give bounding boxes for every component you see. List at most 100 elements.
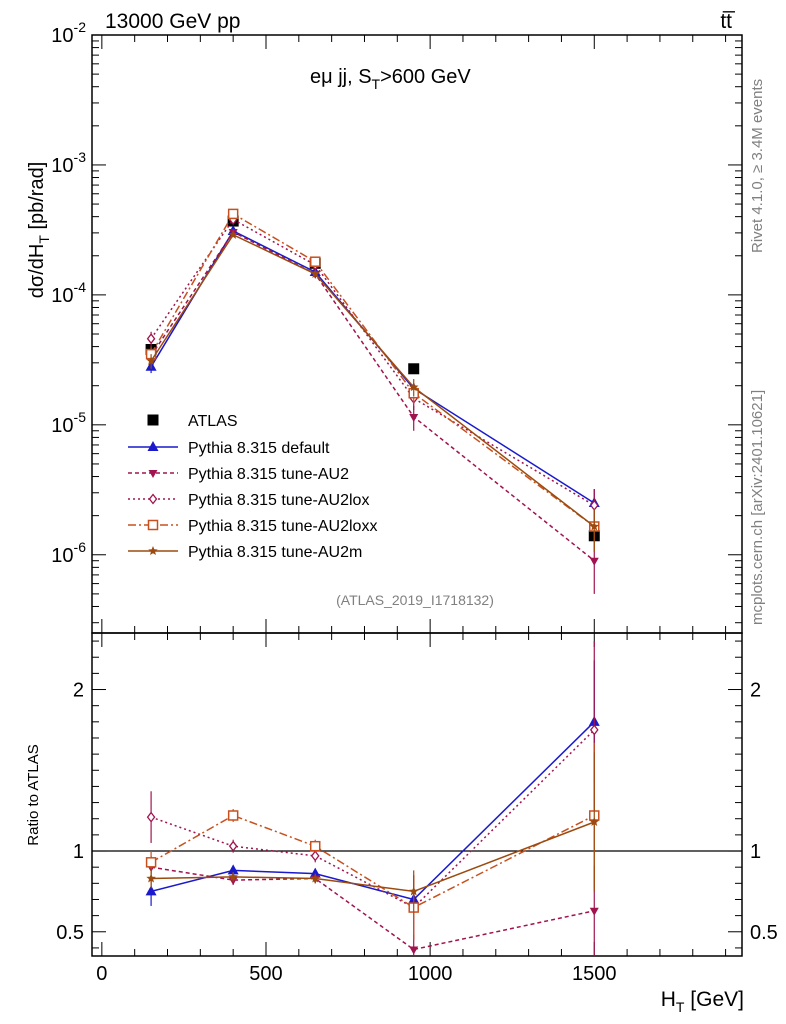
legend-marker-AU2loxx: [147, 519, 159, 531]
legend-label-au2: Pythia 8.315 tune-AU2: [188, 466, 349, 483]
legend-label-default: Pythia 8.315 default: [188, 440, 330, 457]
legend-label-atlas: ATLAS: [188, 413, 238, 430]
ratio-y-tick-label-right: 0.5: [750, 922, 778, 944]
main-point-AU2m: [228, 229, 238, 239]
x-tick-label: 1000: [408, 963, 453, 985]
title-rest: >600 GeV: [380, 66, 471, 88]
xlabel-main: H: [661, 988, 676, 1011]
main-point-AU2loxx-shape: [227, 208, 239, 220]
legend-swatch-au2: [128, 470, 178, 478]
ratio-point-AU2lox: [310, 850, 320, 862]
main-point-AU2m: [146, 355, 156, 366]
ratio-series-AU2m: [146, 752, 600, 913]
main-point-AU2m: [589, 521, 600, 531]
legend-entry: Pythia 8.315 default: [128, 440, 330, 457]
main-line-AU2: [150, 231, 595, 562]
ratio-series-group: [145, 641, 600, 956]
legend-marker-AU2-shape: [148, 470, 158, 478]
main-y-tick-label: 10-2: [51, 19, 86, 47]
ratio-series-AU2loxx: [145, 742, 600, 940]
ratio-point-AU2m-shape: [310, 873, 320, 883]
ratio-point-AU2loxx-shape: [227, 810, 239, 821]
main-point-AU2loxx: [227, 208, 239, 220]
main-point-AU2m-shape: [310, 268, 320, 278]
legend-label-au2lox: Pythia 8.315 tune-AU2lox: [188, 492, 369, 509]
ratio-point-AU2lox-shape: [310, 850, 320, 862]
ratio-point-AU2lox: [228, 840, 238, 852]
ratio-line-AU2: [150, 866, 595, 951]
ratio-point-AU2loxx: [309, 840, 321, 852]
main-point-ATLAS-shape: [408, 363, 420, 375]
ratio-point-default: [227, 864, 239, 875]
main-y-axis-label: dσ/dHT [pb/rad]: [26, 162, 52, 299]
ratio-point-AU2m: [146, 873, 156, 883]
ratio-line-AU2loxx: [150, 814, 595, 909]
main-panel: 10-210-310-410-510-6 eμ jj, ST>600 GeV d…: [26, 19, 743, 634]
ratio-point-AU2loxx-shape: [145, 857, 157, 868]
ylabel-rest: [pb/rad]: [26, 162, 48, 235]
main-axis-ticks: [92, 34, 742, 633]
legend: ATLAS Pythia 8.315 default Pythia 8.315 …: [128, 413, 377, 561]
ratio-y-tick-label-right: 1: [750, 841, 761, 863]
main-point-AU2m-shape: [408, 382, 419, 392]
legend-marker-default: [147, 441, 159, 451]
ratio-line-AU2m: [151, 821, 595, 893]
ratio-y-tick-labels: 0.5 0.5 1 1 2 2: [56, 680, 778, 944]
legend-entry: Pythia 8.315 tune-AU2loxx: [128, 518, 377, 535]
ratio-point-AU2loxx-shape: [309, 840, 321, 852]
ratio-point-default-shape: [309, 867, 321, 878]
tick-base: 10: [51, 285, 73, 307]
ratio-point-default: [145, 885, 157, 896]
ratio-point-AU2: [589, 907, 599, 916]
ratio-y-axis-label: Ratio to ATLAS: [25, 744, 42, 845]
tick-exp: -5: [74, 409, 87, 425]
ratio-point-AU2lox: [146, 811, 156, 823]
main-point-AU2: [409, 413, 419, 422]
tick-base: 10: [51, 415, 73, 437]
ratio-point-AU2m-shape: [146, 873, 156, 883]
main-point-AU2-shape: [409, 413, 419, 422]
tick-exp: -3: [74, 149, 87, 165]
energy-label: 13000 GeV pp: [105, 10, 240, 33]
ratio-point-AU2m-shape: [228, 871, 238, 881]
ratio-y-tick-label-left: 0.5: [56, 922, 84, 944]
ratio-point-AU2: [409, 946, 419, 955]
ratio-point-default-shape: [227, 864, 239, 875]
xlabel-sub: T: [676, 999, 685, 1015]
ratio-series-default: [145, 660, 600, 911]
main-series-AU2m: [146, 229, 600, 553]
ratio-panel: 0.5 0.5 1 1 2 2 0 500 1000 1500 Ratio to ATLAS H…: [25, 632, 778, 1015]
main-y-tick-label: 10-5: [51, 409, 86, 437]
legend-entry: Pythia 8.315 tune-AU2m: [128, 544, 362, 561]
main-point-AU2lox: [146, 333, 156, 345]
main-point-AU2loxx-shape: [309, 256, 321, 267]
ratio-point-default-shape: [145, 885, 157, 896]
main-point-AU2: [589, 557, 599, 566]
ylabel-main: dσ/dH: [26, 244, 48, 299]
ratio-point-AU2-shape: [409, 946, 419, 955]
tick-base: 10: [51, 155, 73, 177]
main-y-tick-label: 10-6: [51, 539, 86, 567]
x-tick-labels: 0 500 1000 1500: [96, 963, 616, 985]
title-sub: T: [372, 76, 381, 92]
legend-label-au2loxx: Pythia 8.315 tune-AU2loxx: [188, 518, 377, 535]
main-point-AU2lox-shape: [146, 333, 156, 345]
ratio-point-AU2m-shape: [589, 816, 600, 826]
main-point-AU2m: [408, 382, 419, 392]
ratio-series-AU2lox: [146, 641, 599, 940]
main-point-AU2loxx: [309, 256, 321, 267]
main-point-AU2m-shape: [589, 521, 600, 531]
ratio-point-AU2m: [310, 873, 320, 883]
x-tick-label: 0: [96, 963, 107, 985]
ratio-point-AU2m-shape: [408, 886, 419, 896]
x-tick-label: 1500: [572, 963, 617, 985]
main-series-group: [145, 208, 600, 594]
tick-exp: -4: [74, 279, 87, 295]
main-plot-title: eμ jj, ST>600 GeV: [310, 66, 471, 92]
mcplots-label: mcplots.cern.ch [arXiv:2401.10621]: [749, 390, 766, 625]
ratio-point-AU2m: [589, 816, 600, 826]
x-tick-label: 500: [249, 963, 282, 985]
ylabel-sub: T: [36, 235, 52, 244]
ratio-series-AU2: [146, 855, 599, 956]
